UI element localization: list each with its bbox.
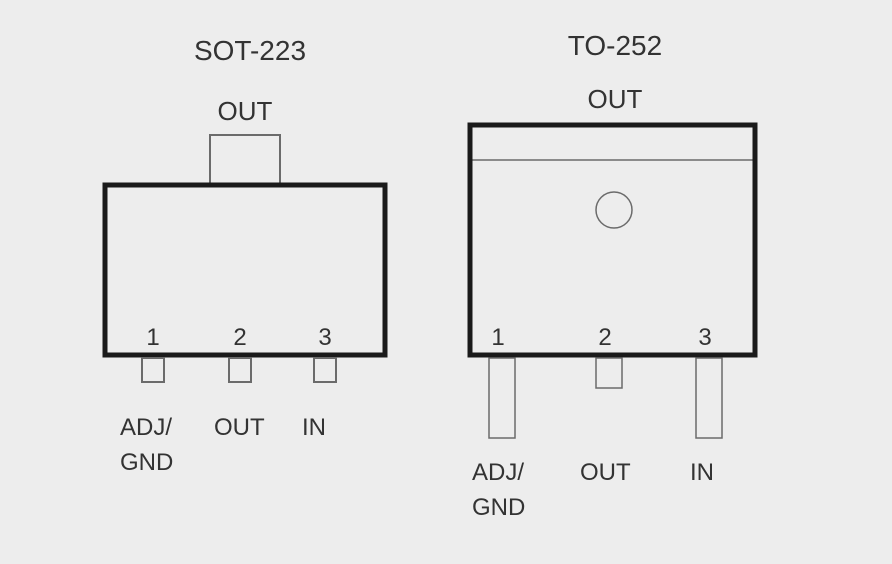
pin-label-2-line1: OUT	[580, 459, 631, 486]
pin-label-1-line2: GND	[472, 494, 525, 521]
pin-label-3-line1: IN	[690, 459, 714, 486]
pin-label-2-line1: OUT	[214, 414, 265, 441]
top-tab	[210, 135, 280, 185]
pin-number-2: 2	[233, 324, 246, 351]
pin-number-3: 3	[318, 324, 331, 351]
pin-label-1-line1: ADJ/	[472, 459, 524, 486]
lead-3	[696, 358, 722, 438]
top-tab-label: OUT	[218, 96, 273, 126]
top-tab-label: OUT	[588, 84, 643, 114]
package-title: SOT-223	[194, 35, 306, 66]
pin-number-3: 3	[698, 324, 711, 351]
lead-1	[142, 358, 164, 382]
pin-number-1: 1	[146, 324, 159, 351]
package-pinout-diagram: SOT-223 OUT 1 2 3 ADJ/GND OUT IN TO-252 OUT 1 2 3 ADJ…	[0, 0, 892, 564]
lead-2	[229, 358, 251, 382]
pin-number-1: 1	[491, 324, 504, 351]
lead-3	[314, 358, 336, 382]
pin-label-1-line1: ADJ/	[120, 414, 172, 441]
pin-label-3-line1: IN	[302, 414, 326, 441]
package-title: TO-252	[568, 30, 662, 61]
lead-1	[489, 358, 515, 438]
pin-label-1-line2: GND	[120, 449, 173, 476]
lead-2	[596, 358, 622, 388]
pin-number-2: 2	[598, 324, 611, 351]
